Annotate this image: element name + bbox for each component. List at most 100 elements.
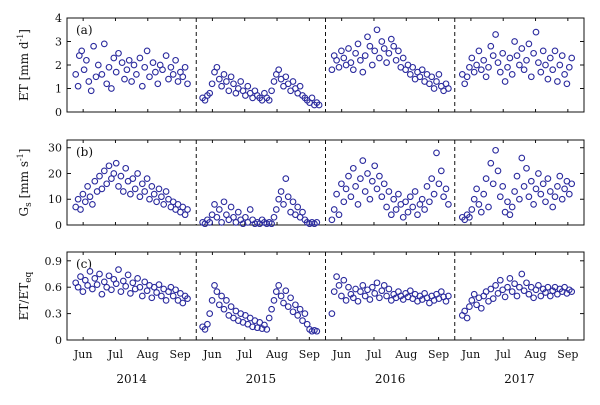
data-point bbox=[81, 198, 89, 206]
data-point bbox=[556, 61, 564, 69]
data-point bbox=[143, 47, 151, 55]
data-point bbox=[520, 183, 528, 190]
data-point bbox=[518, 45, 526, 52]
data-point bbox=[542, 289, 549, 296]
data-point bbox=[364, 33, 371, 41]
data-point bbox=[213, 213, 221, 221]
data-point bbox=[466, 213, 473, 221]
data-point bbox=[390, 195, 398, 203]
data-point bbox=[115, 183, 122, 190]
data-point bbox=[544, 175, 552, 182]
data-point bbox=[150, 190, 158, 198]
data-point bbox=[206, 89, 214, 97]
data-point bbox=[508, 71, 516, 78]
data-point bbox=[504, 283, 511, 291]
data-point bbox=[263, 326, 271, 333]
y-axis-label: ET/ETeq bbox=[17, 271, 34, 320]
data-point bbox=[84, 282, 91, 289]
data-point bbox=[525, 193, 533, 201]
data-point bbox=[357, 56, 364, 64]
data-point bbox=[537, 190, 545, 198]
data-point bbox=[426, 198, 433, 206]
data-point bbox=[129, 175, 137, 182]
data-point bbox=[516, 61, 523, 69]
data-point bbox=[342, 185, 350, 193]
data-point bbox=[294, 203, 302, 211]
data-point bbox=[108, 286, 115, 294]
data-point bbox=[475, 201, 483, 208]
data-point bbox=[468, 54, 476, 62]
data-point bbox=[487, 159, 495, 167]
data-point bbox=[134, 275, 141, 282]
data-point bbox=[77, 273, 84, 280]
data-point bbox=[499, 49, 507, 57]
data-point bbox=[373, 185, 381, 193]
data-point bbox=[181, 211, 189, 219]
data-point bbox=[433, 78, 440, 85]
data-point bbox=[167, 63, 175, 71]
data-point bbox=[91, 177, 99, 185]
data-point bbox=[513, 52, 521, 59]
data-point bbox=[494, 59, 502, 66]
data-point bbox=[98, 71, 106, 78]
x-tick-label: Sep bbox=[557, 348, 578, 361]
data-point bbox=[523, 164, 530, 172]
data-point bbox=[74, 195, 82, 203]
data-point bbox=[118, 59, 126, 66]
y-tick-label: 0.3 bbox=[45, 308, 63, 321]
data-point bbox=[378, 287, 386, 295]
data-point bbox=[468, 206, 476, 213]
data-point bbox=[411, 188, 419, 195]
data-point bbox=[435, 71, 443, 78]
data-point bbox=[342, 297, 350, 304]
data-point bbox=[308, 94, 316, 102]
data-point bbox=[129, 279, 137, 287]
data-point bbox=[482, 175, 490, 182]
data-point bbox=[124, 271, 132, 279]
data-point bbox=[179, 299, 187, 307]
data-point bbox=[244, 82, 252, 90]
data-point bbox=[461, 307, 469, 315]
data-point bbox=[473, 185, 480, 193]
data-point bbox=[345, 45, 352, 52]
data-point bbox=[535, 170, 542, 177]
data-point bbox=[357, 175, 364, 182]
data-point bbox=[112, 68, 120, 76]
data-point bbox=[249, 323, 256, 331]
data-point bbox=[361, 292, 369, 300]
data-point bbox=[162, 52, 170, 59]
data-point bbox=[330, 206, 338, 213]
data-point bbox=[223, 78, 230, 85]
data-point bbox=[359, 282, 367, 289]
data-point bbox=[333, 190, 340, 198]
data-point bbox=[430, 85, 438, 92]
data-point bbox=[428, 175, 436, 182]
data-point bbox=[284, 193, 292, 201]
data-point bbox=[208, 80, 216, 88]
data-point bbox=[105, 63, 113, 71]
data-point bbox=[390, 42, 398, 50]
data-point bbox=[127, 190, 134, 198]
data-point bbox=[347, 193, 355, 201]
data-point bbox=[90, 42, 97, 50]
data-point bbox=[525, 290, 533, 298]
data-point bbox=[159, 66, 166, 74]
data-point bbox=[284, 303, 292, 310]
data-point bbox=[359, 68, 367, 76]
data-point bbox=[335, 282, 343, 289]
data-point bbox=[158, 292, 165, 300]
data-point bbox=[445, 201, 452, 208]
data-point bbox=[112, 159, 120, 167]
data-point bbox=[110, 170, 118, 177]
data-point bbox=[94, 61, 102, 69]
data-point bbox=[395, 190, 402, 198]
panel-label: (b) bbox=[76, 145, 93, 159]
data-point bbox=[539, 180, 547, 188]
data-point bbox=[338, 292, 345, 300]
data-point bbox=[475, 47, 483, 55]
data-point bbox=[246, 206, 254, 213]
data-point bbox=[361, 52, 369, 59]
data-point bbox=[296, 305, 304, 313]
data-point bbox=[122, 282, 130, 290]
data-point bbox=[340, 276, 348, 284]
